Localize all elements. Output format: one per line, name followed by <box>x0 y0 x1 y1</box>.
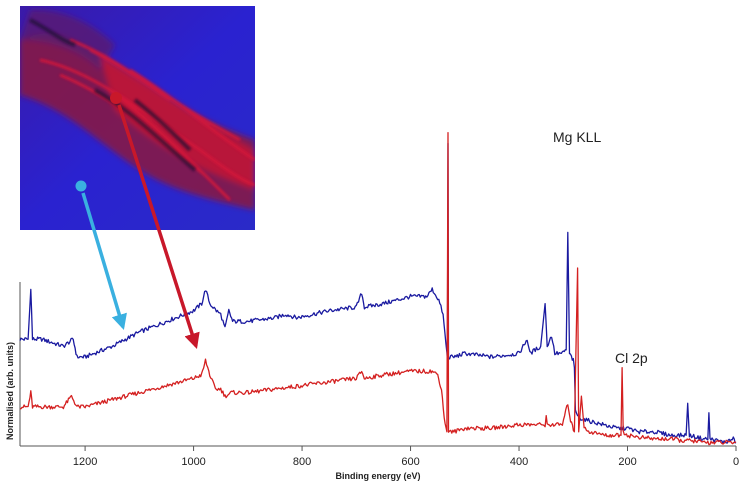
series-line-red <box>19 132 737 446</box>
red-marker-dot <box>110 92 122 104</box>
x-tick-label: 1200 <box>73 456 97 468</box>
axes: 1200 1000 800 600 400 200 0 <box>19 282 739 468</box>
annotation-mg-kll: Mg KLL <box>553 129 601 145</box>
x-ticks: 1200 1000 800 600 400 200 0 <box>73 446 739 468</box>
inset-dark-strands <box>29 18 197 172</box>
inset-fibre-strands <box>39 38 255 202</box>
series-line-blue <box>19 142 737 445</box>
x-tick-label: 1000 <box>181 456 205 468</box>
y-axis-label: Normalised (arb. units) <box>5 342 15 440</box>
inset-markers <box>75 92 200 350</box>
x-tick-label: 0 <box>733 456 739 468</box>
x-tick-label: 600 <box>401 456 419 468</box>
blue-marker-dot <box>75 180 87 192</box>
x-tick-label: 800 <box>293 456 311 468</box>
red-arrow <box>117 104 200 350</box>
blue-arrow <box>81 192 127 331</box>
x-tick-label: 400 <box>510 456 528 468</box>
x-tick-label: 200 <box>618 456 636 468</box>
series-layer <box>19 132 737 446</box>
annotation-cl-2p: Cl 2p <box>615 350 648 366</box>
x-axis-label: Binding energy (eV) <box>335 471 420 481</box>
inset-image <box>20 6 255 230</box>
